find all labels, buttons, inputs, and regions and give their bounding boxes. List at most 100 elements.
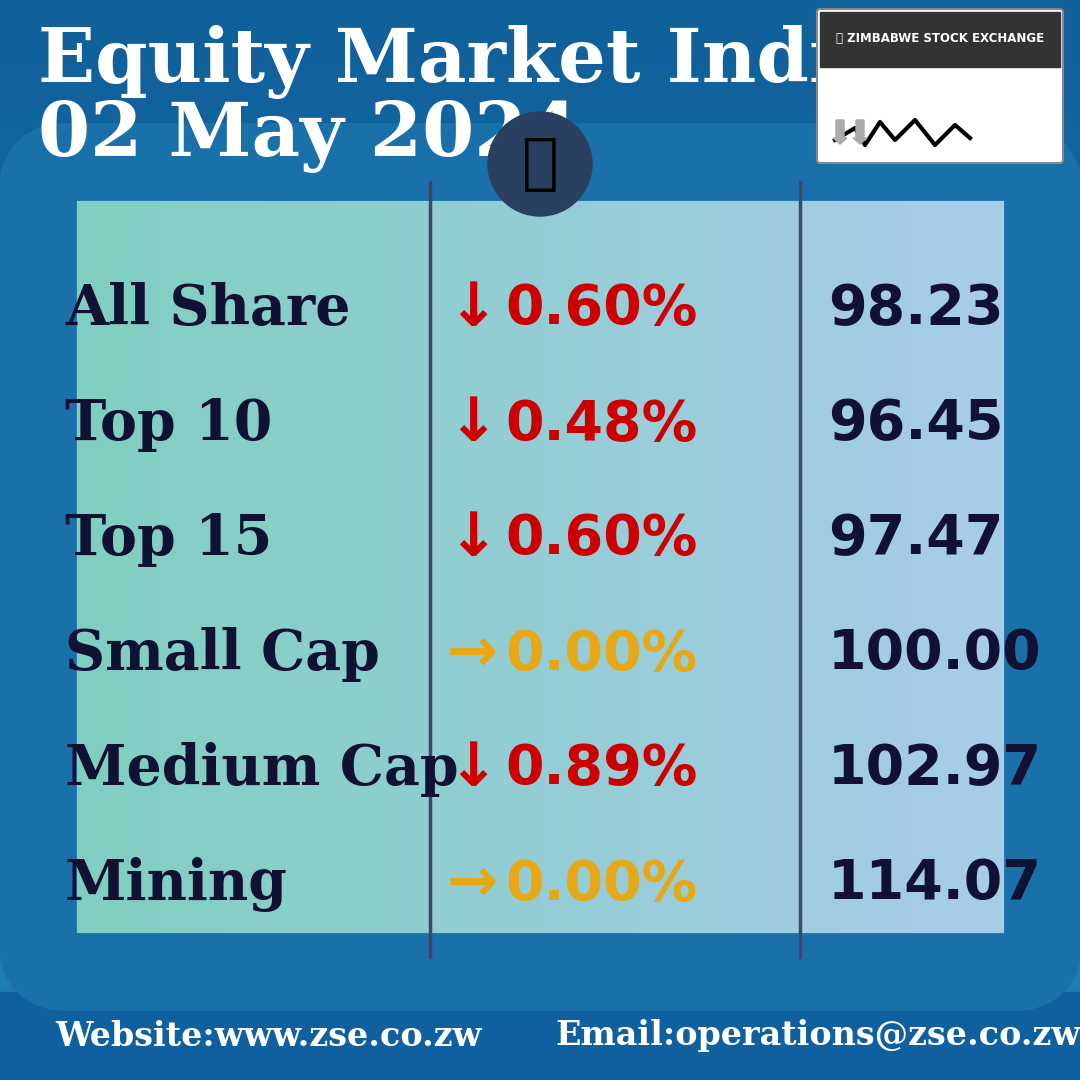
Text: 96.45: 96.45 (828, 397, 1003, 451)
Bar (0, 1034, 1080, 1044)
Bar (85, 162, 90, 972)
Bar (765, 162, 769, 972)
Bar (895, 162, 900, 972)
Text: 100.00: 100.00 (828, 627, 1041, 681)
Bar (0, 737, 1080, 747)
Bar (755, 162, 759, 972)
Bar (55, 162, 59, 972)
Bar (212, 162, 217, 972)
Bar (685, 162, 689, 972)
Bar (0, 521, 1080, 531)
Bar (0, 674, 1080, 684)
Bar (983, 162, 987, 972)
Bar (417, 162, 421, 972)
Bar (943, 162, 947, 972)
Bar (175, 162, 179, 972)
Bar (581, 162, 585, 972)
Bar (973, 162, 977, 972)
Bar (785, 162, 789, 972)
Bar (125, 162, 130, 972)
Bar (832, 162, 836, 972)
Bar (98, 162, 103, 972)
Bar (0, 1007, 1080, 1017)
Text: Top 15: Top 15 (65, 512, 272, 567)
Bar (959, 162, 963, 972)
Bar (129, 162, 133, 972)
Bar (916, 162, 920, 972)
Bar (698, 162, 702, 972)
Text: ↓: ↓ (447, 510, 498, 569)
Bar (0, 773, 1080, 783)
Bar (78, 162, 82, 972)
Text: 🦓 ZIMBABWE STOCK EXCHANGE: 🦓 ZIMBABWE STOCK EXCHANGE (836, 32, 1044, 45)
Bar (0, 89, 1080, 99)
Bar (89, 162, 93, 972)
Bar (75, 162, 79, 972)
Bar (0, 395, 1080, 405)
Bar (366, 162, 370, 972)
Bar (708, 162, 713, 972)
Bar (390, 162, 394, 972)
Bar (1037, 162, 1041, 972)
Bar (664, 162, 669, 972)
Bar (1026, 162, 1030, 972)
Bar (976, 162, 981, 972)
Bar (806, 162, 810, 972)
Bar (183, 162, 187, 972)
Bar (999, 162, 1003, 972)
Bar (71, 162, 76, 972)
Bar (615, 162, 619, 972)
Bar (0, 993, 1080, 1080)
Bar (721, 162, 726, 972)
Bar (0, 80, 1080, 90)
Bar (460, 162, 464, 972)
Bar (65, 162, 69, 972)
Bar (618, 162, 622, 972)
Bar (1040, 162, 1044, 972)
Bar (473, 162, 477, 972)
Bar (956, 162, 960, 972)
Bar (0, 44, 1080, 54)
Bar (0, 971, 1080, 981)
Bar (266, 162, 270, 972)
Text: Top 10: Top 10 (65, 397, 272, 453)
FancyBboxPatch shape (816, 9, 1063, 163)
Bar (0, 503, 1080, 513)
Bar (0, 845, 1080, 855)
Bar (0, 611, 1080, 621)
Bar (329, 162, 334, 972)
Bar (0, 683, 1080, 693)
Bar (380, 162, 384, 972)
Bar (275, 162, 280, 972)
Bar (44, 162, 49, 972)
Bar (651, 162, 656, 972)
Bar (822, 162, 826, 972)
Bar (360, 162, 364, 972)
Bar (798, 162, 802, 972)
Bar (503, 162, 508, 972)
Bar (564, 162, 568, 972)
Bar (226, 162, 230, 972)
Bar (1003, 162, 1008, 972)
Bar (989, 162, 994, 972)
Bar (430, 162, 434, 972)
Bar (0, 1052, 1080, 1062)
Bar (551, 162, 555, 972)
Bar (1020, 162, 1024, 972)
Bar (0, 620, 1080, 630)
Bar (712, 162, 716, 972)
Bar (208, 162, 213, 972)
Bar (0, 602, 1080, 612)
Bar (0, 584, 1080, 594)
Bar (0, 179, 1080, 189)
Bar (463, 162, 468, 972)
Bar (852, 162, 856, 972)
Bar (704, 162, 708, 972)
Bar (688, 162, 692, 972)
Bar (0, 17, 1080, 27)
Bar (0, 854, 1080, 864)
Bar (0, 197, 1080, 207)
Bar (0, 881, 1080, 891)
Bar (454, 162, 458, 972)
Bar (642, 162, 646, 972)
